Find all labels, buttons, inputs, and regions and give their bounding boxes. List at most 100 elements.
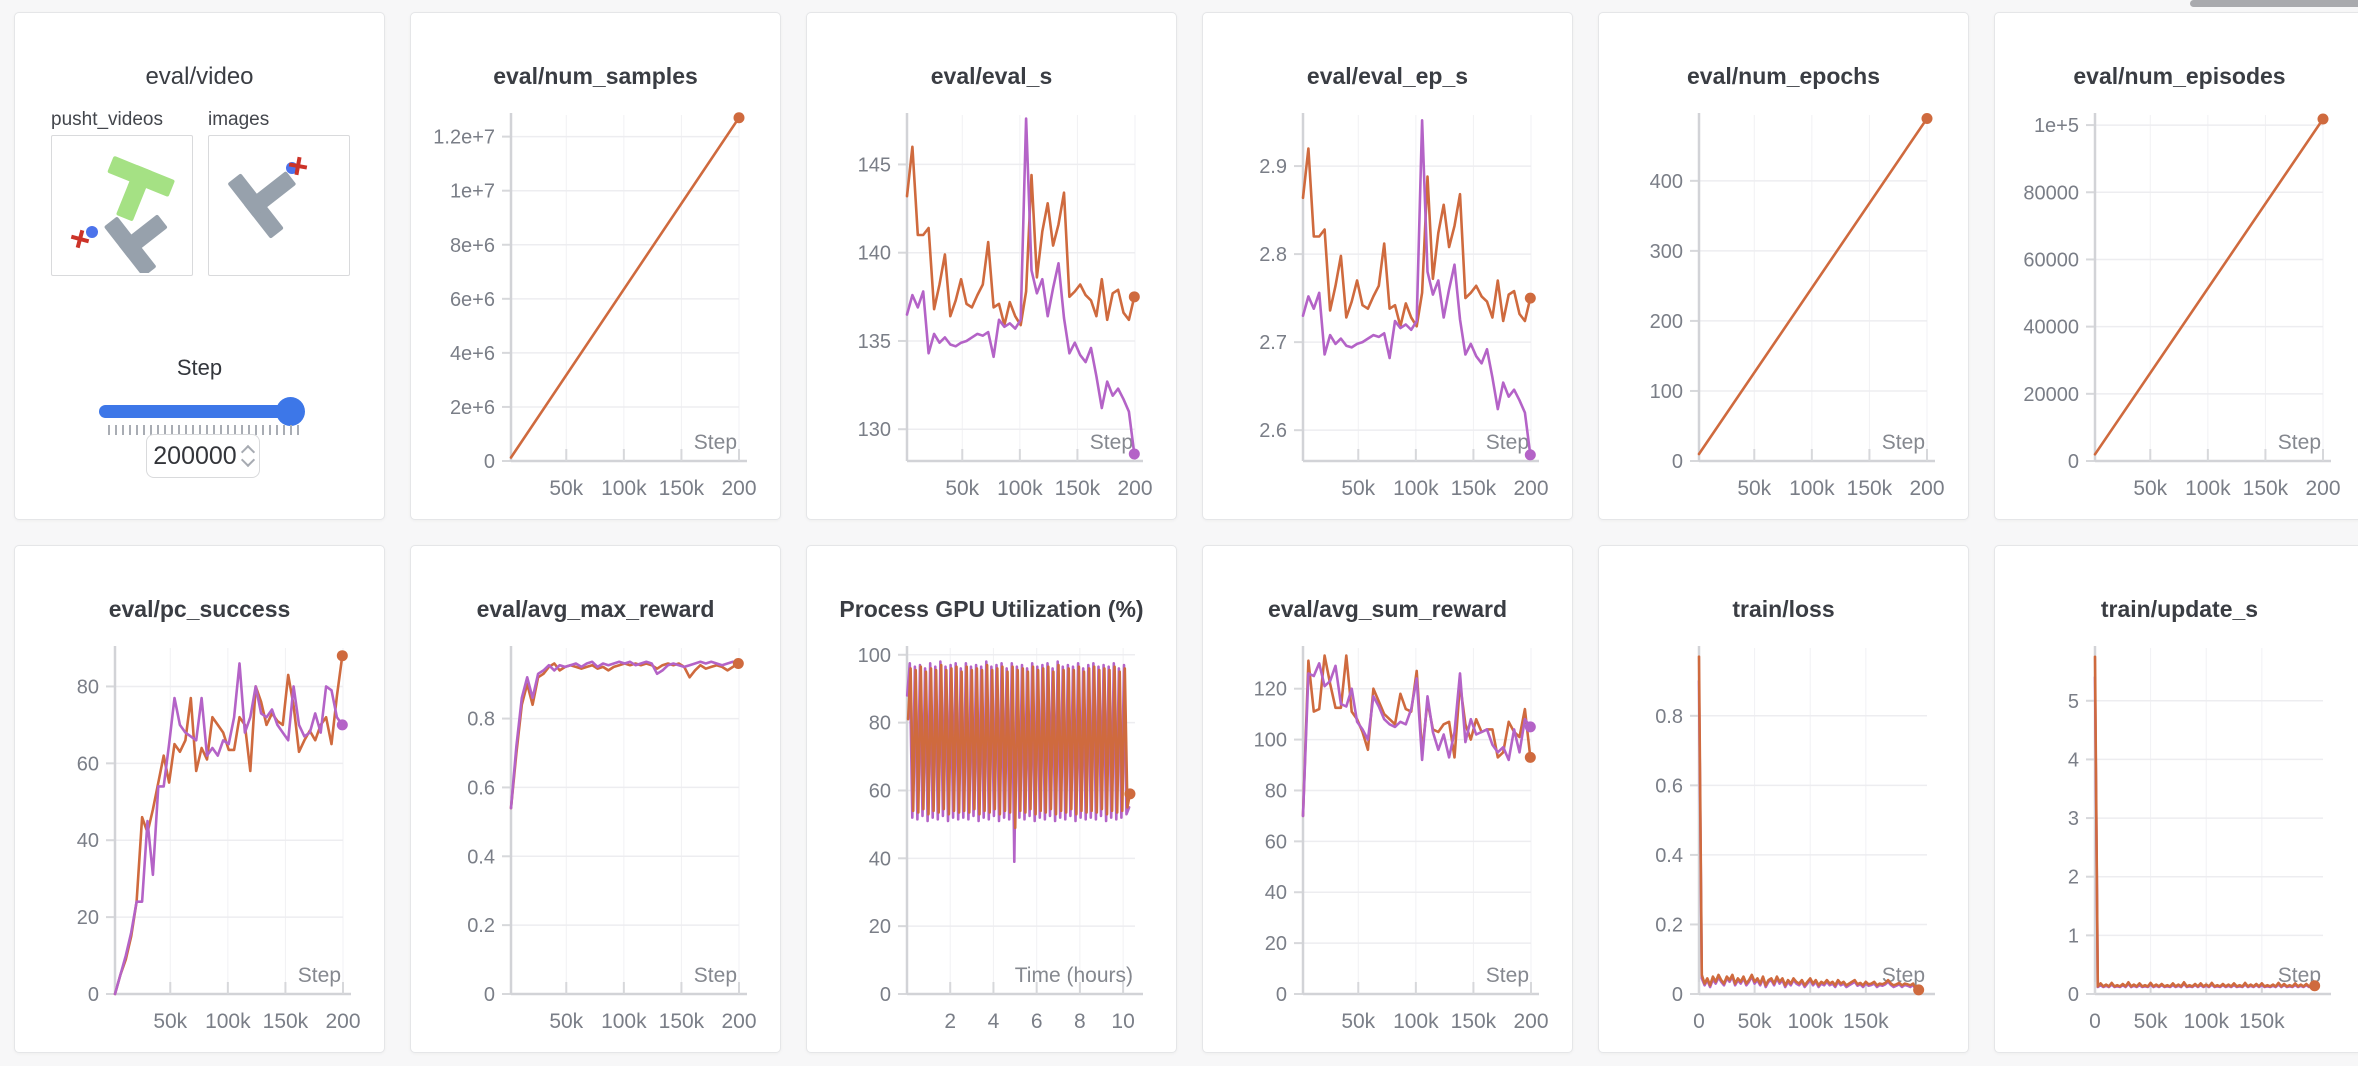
x-tick-label: 200 — [1513, 477, 1548, 500]
agent-dot — [86, 226, 98, 238]
series-line-purple — [1697, 679, 1921, 992]
x-tick-label: 150k — [2243, 477, 2289, 500]
y-tick-label: 0.4 — [1655, 845, 1683, 867]
media-panel-title: eval/video — [145, 63, 254, 90]
x-tick-label: 50k — [2133, 477, 2167, 500]
chart-title: eval/num_episodes — [2073, 63, 2286, 89]
y-tick-label: 2e+6 — [450, 397, 495, 419]
x-tick-label: 150k — [1451, 1010, 1497, 1033]
x-axis-title: Step — [1486, 964, 1529, 987]
x-tick-label: 150k — [1847, 477, 1893, 500]
chart-canvas[interactable]: 130 135 140 145 50k 100k 150k 200 Step — [807, 13, 1176, 519]
x-axis-title: Step — [694, 431, 737, 454]
series-line-purple — [1301, 662, 1532, 818]
chart-canvas[interactable]: 0 20 40 60 80 100 120 50k 100k 150k 200 Step — [1203, 546, 1572, 1052]
chart-panel: 0 0.2 0.4 0.6 0.8 0 50k 100k 150k Step train/loss — [1598, 545, 1969, 1053]
scrollbar-thumb[interactable] — [2190, 0, 2358, 7]
step-number-input[interactable]: 200000 — [146, 434, 260, 478]
x-axis-title: Step — [1486, 431, 1529, 454]
x-tick-label: 150k — [1055, 477, 1101, 500]
series-line-orange — [113, 654, 344, 996]
x-tick-label: 150k — [263, 1010, 309, 1033]
chart-canvas[interactable]: 0 1 2 3 4 5 0 50k 100k 150k Step — [1995, 546, 2358, 1052]
chart-canvas[interactable]: 0 0.2 0.4 0.6 0.8 0 50k 100k 150k Step — [1599, 546, 1968, 1052]
y-tick-label: 0 — [484, 984, 495, 1006]
x-axis-title: Step — [694, 964, 737, 987]
y-tick-label: 145 — [858, 154, 891, 176]
x-tick-label: 100k — [2183, 1010, 2229, 1033]
x-tick-label: 100k — [601, 477, 647, 500]
chart-title: eval/pc_success — [108, 596, 291, 622]
x-axis-title: Step — [2278, 964, 2321, 987]
series-end-dot-orange — [732, 657, 744, 669]
target-cross — [288, 156, 308, 176]
series-line-orange — [1301, 147, 1532, 328]
series-line-orange — [1697, 117, 1929, 456]
x-tick-label: 200 — [1513, 1010, 1548, 1033]
x-tick-label: 200 — [2305, 477, 2340, 500]
chart-title: eval/num_samples — [493, 63, 698, 89]
chart-panel: 0 20 40 60 80 100 120 50k 100k 150k 200 Step eval/a… — [1202, 545, 1573, 1053]
y-tick-label: 80 — [1265, 780, 1287, 802]
stepper-buttons[interactable] — [240, 444, 255, 468]
x-tick-label: 150k — [1451, 477, 1497, 500]
chart-canvas[interactable]: 0 20000 40000 60000 80000 1e+5 50k 100k 150k 200 S… — [1995, 13, 2358, 519]
x-tick-label: 50k — [1341, 477, 1375, 500]
y-tick-label: 200 — [1650, 311, 1683, 333]
x-tick-label: 200 — [1117, 477, 1152, 500]
x-tick-label: 50k — [1738, 1010, 1772, 1033]
y-tick-label: 100 — [1650, 381, 1683, 403]
y-tick-label: 0 — [484, 451, 495, 473]
series-end-dot-orange — [1128, 291, 1140, 303]
decrement-icon[interactable] — [240, 452, 255, 468]
y-tick-label: 1e+7 — [450, 181, 495, 203]
step-slider-thumb[interactable] — [276, 397, 305, 426]
y-tick-label: 2.6 — [1259, 420, 1287, 442]
x-tick-label: 50k — [549, 1010, 583, 1033]
step-slider-track[interactable] — [99, 405, 301, 418]
chart-canvas[interactable]: 0 100 200 300 400 50k 100k 150k 200 Step — [1599, 13, 1968, 519]
y-tick-label: 130 — [858, 419, 891, 441]
series-end-dot-orange — [1921, 113, 1933, 125]
series-end-dot-orange — [2309, 980, 2321, 992]
y-tick-label: 0 — [1672, 984, 1683, 1006]
x-tick-label: 100k — [205, 1010, 251, 1033]
y-tick-label: 40 — [77, 830, 99, 852]
chart-canvas[interactable]: 0 0.2 0.4 0.6 0.8 50k 100k 150k 200 Step — [411, 546, 780, 1052]
gray-t-shape — [228, 171, 296, 239]
pusht-video-thumbnail[interactable] — [51, 135, 193, 277]
y-tick-label: 60 — [77, 753, 99, 775]
y-tick-label: 2 — [2068, 867, 2079, 889]
x-tick-label: 50k — [549, 477, 583, 500]
x-tick-label: 200 — [721, 477, 756, 500]
chart-title: eval/eval_ep_s — [1306, 63, 1469, 89]
chart-title: eval/avg_sum_reward — [1267, 596, 1508, 622]
chart-canvas[interactable]: 2.6 2.7 2.8 2.9 50k 100k 150k 200 Step — [1203, 13, 1572, 519]
series-end-dot-orange — [336, 650, 348, 662]
y-tick-label: 100 — [858, 645, 891, 667]
chart-canvas[interactable]: 0 20 40 60 80 100 2 4 6 8 10 Time (hours) — [807, 546, 1176, 1052]
y-tick-label: 60 — [869, 780, 891, 802]
series-line-purple — [113, 662, 344, 996]
y-tick-label: 0.2 — [1655, 914, 1683, 936]
series-end-dot-purple — [1524, 449, 1536, 461]
x-axis-title: Step — [1882, 431, 1925, 454]
chart-canvas[interactable]: 0 20 40 60 80 50k 100k 150k 200 Step — [15, 546, 384, 1052]
images-thumbnail[interactable] — [208, 135, 350, 276]
series-end-dot-orange — [1524, 292, 1536, 304]
chart-canvas[interactable]: 0 2e+6 4e+6 6e+6 8e+6 1e+7 1.2e+7 50k 100k 150k 20… — [411, 13, 780, 519]
series-line-orange — [1697, 655, 1921, 992]
x-tick-label: 150k — [1843, 1010, 1889, 1033]
y-tick-label: 20 — [77, 907, 99, 929]
chart-panel: 0 1 2 3 4 5 0 50k 100k 150k Step train/update_s — [1994, 545, 2358, 1053]
series-line-orange — [2093, 655, 2317, 988]
x-tick-label: 50k — [1341, 1010, 1375, 1033]
y-tick-label: 400 — [1650, 171, 1683, 193]
step-slider-label: Step — [176, 355, 223, 380]
x-tick-label: 100k — [1393, 1010, 1439, 1033]
x-axis-title: Step — [298, 964, 341, 987]
y-tick-label: 80000 — [2023, 182, 2079, 204]
x-tick-label: 200 — [721, 1010, 756, 1033]
step-value: 200000 — [153, 441, 237, 470]
